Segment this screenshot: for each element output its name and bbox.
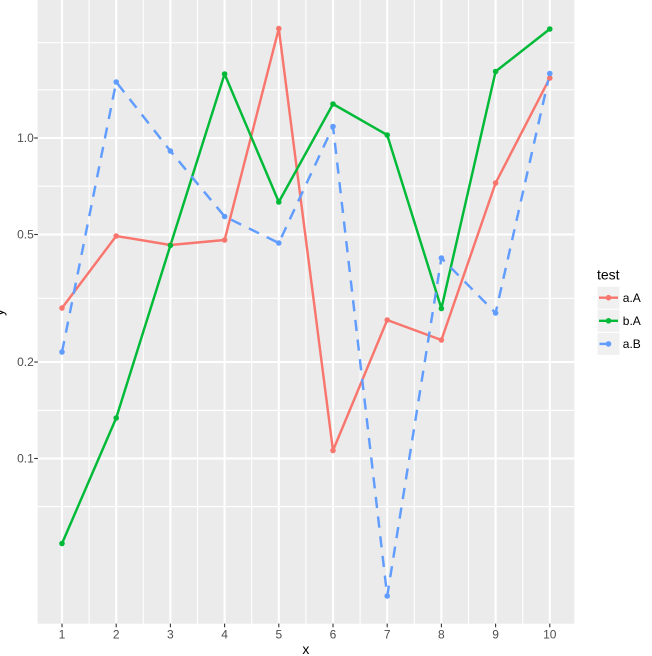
svg-text:8: 8 xyxy=(438,627,445,641)
svg-text:a.B: a.B xyxy=(623,337,641,351)
svg-text:7: 7 xyxy=(384,627,391,641)
svg-text:0.2: 0.2 xyxy=(17,355,34,369)
svg-text:9: 9 xyxy=(492,627,499,641)
svg-text:x: x xyxy=(302,641,309,656)
svg-text:0.5: 0.5 xyxy=(17,228,34,242)
svg-text:y: y xyxy=(0,309,7,316)
svg-text:5: 5 xyxy=(275,627,282,641)
svg-text:6: 6 xyxy=(330,627,337,641)
svg-text:b.A: b.A xyxy=(623,314,641,328)
svg-text:1: 1 xyxy=(59,627,66,641)
svg-text:4: 4 xyxy=(221,627,228,641)
svg-text:0.1: 0.1 xyxy=(17,452,34,466)
svg-text:test: test xyxy=(597,267,620,283)
svg-text:10: 10 xyxy=(543,627,557,641)
svg-text:2: 2 xyxy=(113,627,120,641)
svg-text:a.A: a.A xyxy=(623,291,641,305)
svg-text:3: 3 xyxy=(167,627,174,641)
svg-text:1.0: 1.0 xyxy=(17,131,34,145)
